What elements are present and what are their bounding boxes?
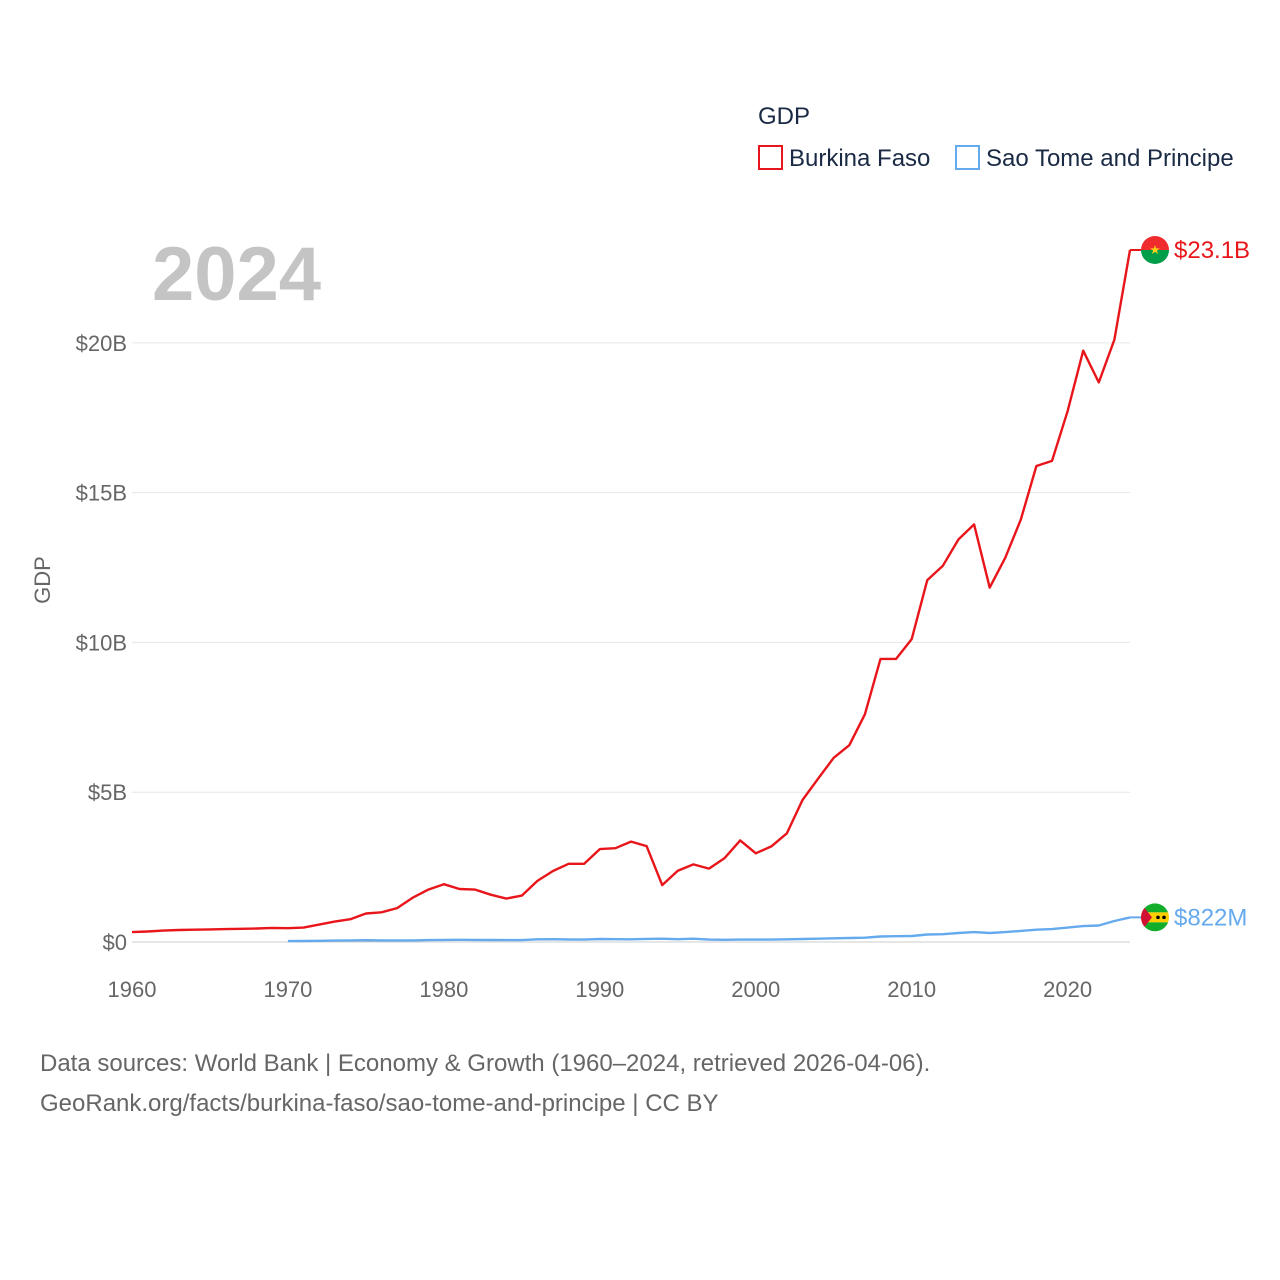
x-tick-label: 2010 — [887, 977, 936, 1002]
legend-title: GDP — [758, 103, 810, 130]
sao-tome-and-principe-end-marker: $822M — [1141, 903, 1247, 932]
burkina-faso-end-marker: $23.1B — [1141, 236, 1250, 264]
footer: Data sources: World Bank | Economy & Gro… — [40, 1044, 930, 1124]
sao-tome-and-principe-flag-icon — [1141, 903, 1169, 932]
y-tick-label: $20B — [76, 331, 127, 356]
year-label: 2024 — [152, 232, 321, 317]
series-line-sao-tome-and-principe — [287, 916, 1131, 943]
x-axis: 1960 1970 1980 1990 2000 2010 2020 — [108, 977, 1093, 1002]
y-axis: $0 $5B $10B $15B $20B — [76, 331, 127, 955]
gdp-line-chart: 2024 $0 $5B $10B $15B $20B 1960 1970 1980 1990 2… — [30, 103, 1250, 1002]
x-tick-label: 1980 — [419, 977, 468, 1002]
sao-tome-and-principe-value-label: $822M — [1174, 904, 1247, 931]
burkina-faso-flag-icon — [1141, 236, 1169, 264]
y-tick-label: $15B — [76, 481, 127, 506]
x-tick-label: 2020 — [1043, 977, 1092, 1002]
legend-swatch-sao-tome-and-principe — [955, 145, 980, 170]
y-axis-label: GDP — [30, 556, 55, 604]
series-lines — [131, 249, 1142, 943]
x-tick-label: 1990 — [575, 977, 624, 1002]
source-url-text: GeoRank.org/facts/burkina-faso/sao-tome-… — [40, 1090, 719, 1117]
data-source-text: Data sources: World Bank | Economy & Gro… — [40, 1050, 931, 1077]
legend-label-burkina-faso: Burkina Faso — [789, 145, 930, 172]
gridlines — [132, 342, 1130, 943]
burkina-faso-value-label: $23.1B — [1174, 237, 1250, 264]
x-tick-label: 2000 — [731, 977, 780, 1002]
legend-swatch-burkina-faso — [758, 145, 783, 170]
legend-item-sao-tome-and-principe[interactable]: Sao Tome and Principe — [955, 145, 1234, 172]
y-tick-label: $10B — [76, 630, 127, 655]
x-tick-label: 1960 — [108, 977, 157, 1002]
y-tick-label: $5B — [88, 780, 127, 805]
x-tick-label: 1970 — [263, 977, 312, 1002]
legend-label-sao-tome-and-principe: Sao Tome and Principe — [986, 145, 1234, 172]
series-line-burkina-faso — [131, 249, 1132, 934]
legend-item-burkina-faso[interactable]: Burkina Faso — [758, 145, 930, 172]
y-tick-label: $0 — [103, 930, 127, 955]
